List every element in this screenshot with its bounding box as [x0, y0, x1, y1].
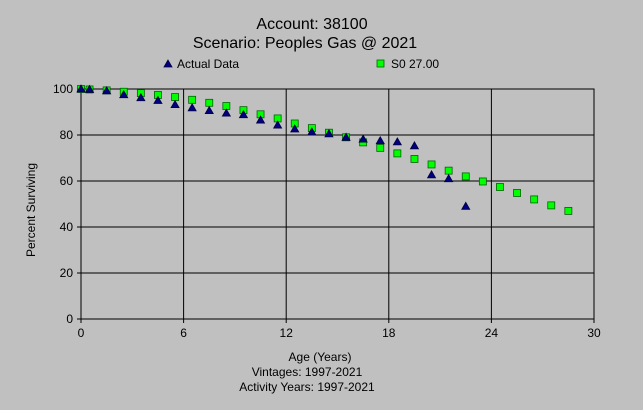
footer-activity-years: Activity Years: 1997-2021: [239, 380, 375, 394]
point-s0: [547, 201, 556, 210]
point-actual: [76, 84, 86, 93]
point-actual: [238, 109, 249, 119]
point-s0: [205, 98, 214, 107]
point-s0: [171, 93, 179, 101]
point-actual: [136, 92, 146, 102]
chart-title: Account: 38100: [256, 16, 367, 33]
point-actual: [461, 201, 471, 210]
point-actual: [187, 103, 197, 112]
point-actual: [341, 132, 351, 141]
point-actual: [392, 137, 403, 146]
axis-ticks: 0 6 12 18 24 30 0 20 40 60 80 100: [53, 82, 601, 340]
plot-area: [80, 88, 595, 320]
y-tick-label: 80: [60, 128, 74, 142]
point-actual: [84, 84, 95, 93]
y-tick-label: 20: [60, 266, 74, 280]
x-tick-label: 0: [78, 326, 85, 340]
point-actual: [307, 127, 317, 136]
point-actual: [409, 141, 420, 150]
point-s0: [513, 189, 521, 197]
point-s0: [444, 166, 453, 175]
series-layer: [76, 84, 573, 215]
x-tick-label: 30: [587, 326, 601, 340]
point-s0: [478, 177, 487, 186]
point-s0: [393, 149, 402, 158]
x-tick-label: 6: [180, 326, 187, 340]
point-s0: [376, 143, 385, 152]
x-tick-label: 24: [485, 326, 499, 340]
point-actual: [153, 95, 163, 104]
point-actual: [375, 135, 385, 145]
point-actual: [290, 124, 300, 133]
point-s0: [410, 155, 419, 163]
point-s0: [530, 195, 539, 204]
point-actual: [272, 120, 283, 129]
legend-label-s0: S0 27.00: [391, 57, 439, 71]
point-actual: [119, 89, 129, 99]
x-tick-label: 18: [382, 326, 396, 340]
y-tick-label: 60: [60, 174, 74, 188]
point-s0: [427, 160, 436, 169]
y-tick-label: 0: [66, 312, 73, 326]
legend: Actual Data S0 27.00: [163, 57, 439, 71]
legend-marker-s0: [376, 59, 385, 68]
point-actual: [324, 129, 334, 138]
footer-vintages: Vintages: 1997-2021: [252, 365, 363, 379]
chart-subtitle: Scenario: Peoples Gas @ 2021: [193, 35, 417, 52]
point-actual: [170, 99, 180, 109]
point-actual: [221, 108, 232, 117]
point-actual: [204, 105, 214, 115]
y-tick-label: 100: [53, 82, 73, 96]
legend-label-actual: Actual Data: [177, 57, 239, 71]
point-actual: [358, 134, 368, 143]
point-actual: [101, 86, 112, 95]
legend-marker-actual: [163, 59, 173, 68]
x-axis-label: Age (Years): [289, 350, 352, 364]
point-s0: [188, 95, 197, 104]
point-s0: [496, 183, 504, 191]
y-tick-label: 40: [60, 220, 74, 234]
grid: [81, 89, 594, 319]
point-actual: [443, 173, 454, 183]
point-actual: [255, 115, 266, 124]
x-tick-label: 12: [280, 326, 294, 340]
point-s0: [564, 206, 573, 215]
y-axis-label: Percent Surviving: [24, 163, 38, 257]
point-actual: [426, 169, 437, 179]
point-s0: [461, 172, 470, 181]
